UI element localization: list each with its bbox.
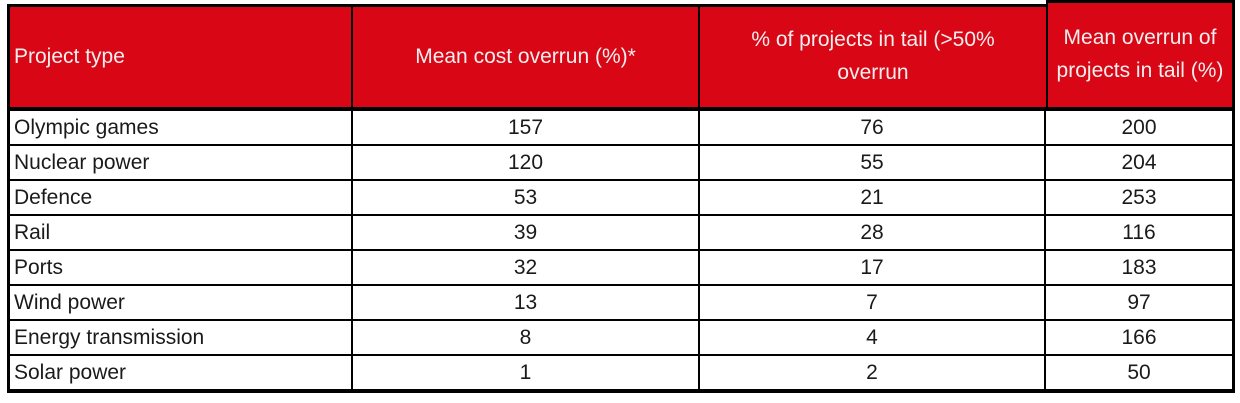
cell-mean-cost-overrun: 120 [353,146,700,179]
cell-project-type: Rail [7,216,353,249]
cell-project-type: Wind power [7,286,353,319]
header-mean-overrun-of-tail: Mean overrun of projects in tail (%) [1046,0,1235,107]
cell-project-type: Olympic games [7,111,353,144]
table-header-row: Project type Mean cost overrun (%)* % of… [7,0,1235,111]
header-mean-cost-overrun: Mean cost overrun (%)* [353,4,700,107]
cell-pct-projects-in-tail: 21 [700,181,1046,214]
table-row: Olympic games 157 76 200 [7,111,1235,146]
cell-mean-cost-overrun: 1 [353,356,700,389]
table-row: Rail 39 28 116 [7,216,1235,251]
cell-mean-overrun-of-tail: 116 [1046,216,1235,249]
cell-pct-projects-in-tail: 76 [700,111,1046,144]
cell-mean-cost-overrun: 8 [353,321,700,354]
cell-pct-projects-in-tail: 17 [700,251,1046,284]
cell-mean-cost-overrun: 157 [353,111,700,144]
cell-pct-projects-in-tail: 55 [700,146,1046,179]
cell-mean-overrun-of-tail: 97 [1046,286,1235,319]
table-row: Nuclear power 120 55 204 [7,146,1235,181]
table-row: Ports 32 17 183 [7,251,1235,286]
cell-pct-projects-in-tail: 7 [700,286,1046,319]
cell-project-type: Ports [7,251,353,284]
cell-mean-overrun-of-tail: 166 [1046,321,1235,354]
cell-mean-overrun-of-tail: 200 [1046,111,1235,144]
cell-pct-projects-in-tail: 28 [700,216,1046,249]
table-row: Energy transmission 8 4 166 [7,321,1235,356]
table-row: Solar power 1 2 50 [7,356,1235,393]
cell-mean-cost-overrun: 39 [353,216,700,249]
table-row: Defence 53 21 253 [7,181,1235,216]
cell-mean-cost-overrun: 32 [353,251,700,284]
cell-mean-overrun-of-tail: 183 [1046,251,1235,284]
table-body: Olympic games 157 76 200 Nuclear power 1… [7,111,1235,393]
cost-overrun-table: Project type Mean cost overrun (%)* % of… [7,0,1235,393]
cell-mean-overrun-of-tail: 204 [1046,146,1235,179]
cell-pct-projects-in-tail: 4 [700,321,1046,354]
cell-project-type: Nuclear power [7,146,353,179]
cell-mean-overrun-of-tail: 50 [1046,356,1235,389]
header-pct-projects-in-tail: % of projects in tail (>50% overrun [700,4,1046,107]
cell-project-type: Solar power [7,356,353,389]
table-row: Wind power 13 7 97 [7,286,1235,321]
cell-mean-overrun-of-tail: 253 [1046,181,1235,214]
cell-project-type: Energy transmission [7,321,353,354]
cell-mean-cost-overrun: 13 [353,286,700,319]
cell-pct-projects-in-tail: 2 [700,356,1046,389]
header-project-type: Project type [7,4,353,107]
cell-project-type: Defence [7,181,353,214]
cell-mean-cost-overrun: 53 [353,181,700,214]
